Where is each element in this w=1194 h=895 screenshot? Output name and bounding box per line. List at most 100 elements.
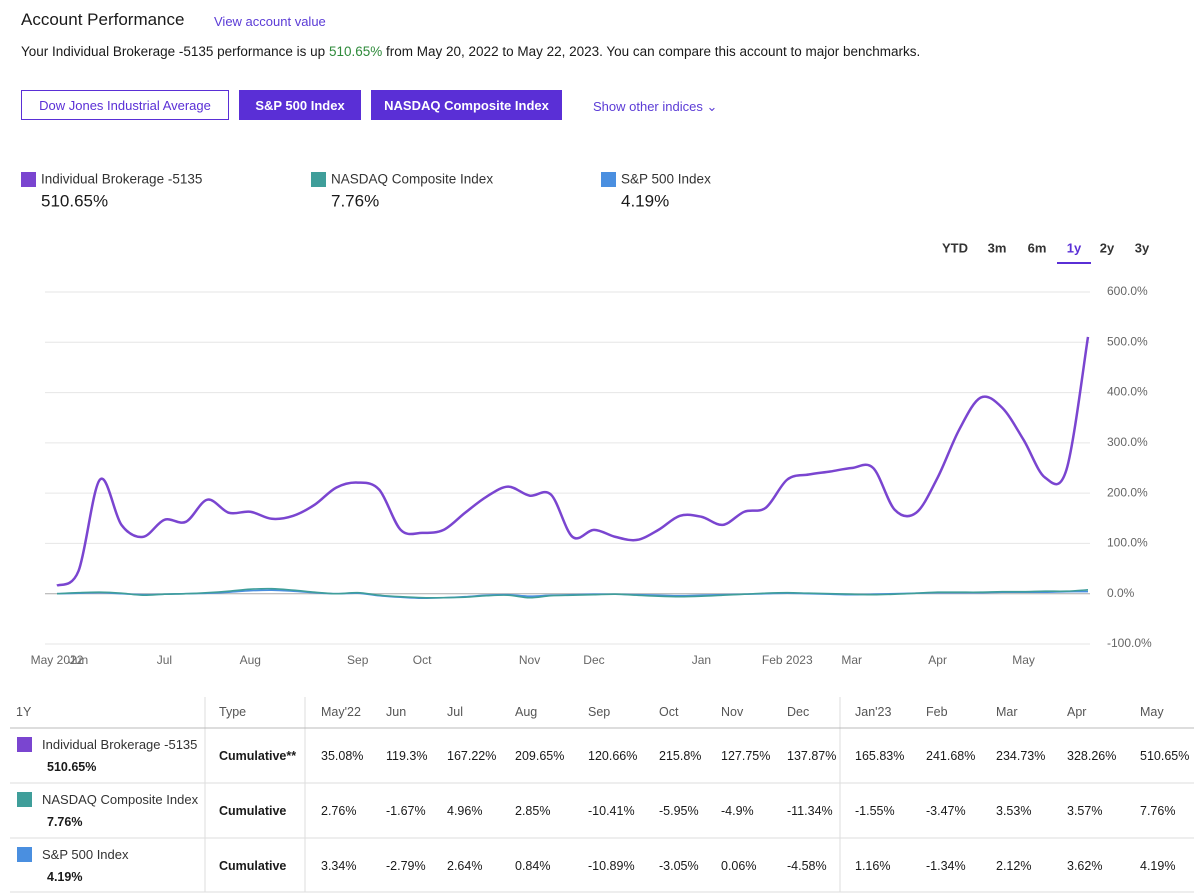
legend-label: NASDAQ Composite Index	[331, 172, 493, 187]
table-header: Feb	[926, 705, 948, 719]
row-total: 510.65%	[47, 760, 97, 774]
y-tick-label: 100.0%	[1107, 536, 1148, 550]
series-line	[56, 587, 1089, 599]
y-tick-label: -100.0%	[1107, 636, 1152, 650]
row-value: 137.87%	[787, 749, 837, 763]
active-tab-underline	[1057, 262, 1091, 264]
row-value: 2.76%	[321, 804, 357, 818]
row-value: 119.3%	[386, 749, 428, 763]
row-value: 127.75%	[721, 749, 771, 763]
legend-swatch	[21, 172, 36, 187]
row-value: 120.66%	[588, 749, 638, 763]
row-value: -4.9%	[721, 804, 754, 818]
series-line	[56, 336, 1090, 587]
row-type: Cumulative	[219, 804, 287, 818]
row-type: Cumulative	[219, 859, 287, 873]
row-type: Cumulative**	[219, 749, 297, 763]
row-value: 1.16%	[855, 859, 891, 873]
row-value: 241.68%	[926, 749, 976, 763]
row-value: -1.67%	[386, 804, 426, 818]
show-other-label: Show other indices	[593, 99, 703, 114]
x-tick-label: May	[1012, 653, 1035, 667]
x-tick-label: Oct	[413, 653, 432, 667]
x-tick-label: Feb 2023	[762, 653, 813, 667]
row-value: 3.34%	[321, 859, 357, 873]
x-tick-label: Jan	[692, 653, 711, 667]
table-header: Oct	[659, 705, 679, 719]
row-value: 215.8%	[659, 749, 702, 763]
page-title: Account Performance	[21, 10, 185, 29]
y-tick-label: 300.0%	[1107, 435, 1148, 449]
row-value: 328.26%	[1067, 749, 1117, 763]
x-tick-label: Jun	[69, 653, 88, 667]
summary-text: Your Individual Brokerage -5135 performa…	[21, 44, 326, 59]
legend-label: Individual Brokerage -5135	[41, 172, 202, 187]
row-value: 165.83%	[855, 749, 905, 763]
table-header: Jun	[386, 705, 407, 719]
table-header: Type	[219, 705, 247, 719]
row-value: 234.73%	[996, 749, 1046, 763]
legend-value: 510.65%	[41, 191, 108, 210]
row-value: -3.05%	[659, 859, 699, 873]
row-value: 35.08%	[321, 749, 364, 763]
row-value: 2.85%	[515, 804, 551, 818]
table-header: Nov	[721, 705, 744, 719]
row-name: NASDAQ Composite Index	[42, 792, 199, 807]
row-value: 4.96%	[447, 804, 483, 818]
row-value: 4.19%	[1140, 859, 1176, 873]
series-line	[56, 589, 1089, 600]
row-value: 3.57%	[1067, 804, 1103, 818]
row-value: -2.79%	[386, 859, 426, 873]
row-value: 2.12%	[996, 859, 1032, 873]
range-tab[interactable]: 3y	[1135, 240, 1150, 255]
range-tab[interactable]: 3m	[988, 240, 1007, 255]
x-tick-label: Sep	[347, 653, 369, 667]
x-tick-label: Dec	[583, 653, 604, 667]
row-name: S&P 500 Index	[42, 847, 129, 862]
row-value: -4.58%	[787, 859, 827, 873]
range-tab[interactable]: 2y	[1100, 240, 1115, 255]
row-value: -1.55%	[855, 804, 895, 818]
y-tick-label: 200.0%	[1107, 485, 1148, 499]
table-header: Aug	[515, 705, 538, 719]
row-value: -3.47%	[926, 804, 966, 818]
show-other-indices[interactable]: Show other indices ⌄	[593, 99, 718, 114]
x-tick-label: Aug	[240, 653, 261, 667]
benchmark-button[interactable]: Dow Jones Industrial Average	[21, 90, 229, 120]
row-total: 7.76%	[47, 815, 83, 829]
y-tick-label: 0.0%	[1107, 586, 1135, 600]
row-value: 7.76%	[1140, 804, 1176, 818]
legend-swatch	[311, 172, 326, 187]
row-value: -5.95%	[659, 804, 699, 818]
table-header: Sep	[588, 705, 611, 719]
row-value: 3.62%	[1067, 859, 1103, 873]
row-value: 167.22%	[447, 749, 497, 763]
range-tab[interactable]: 1y	[1067, 240, 1082, 255]
view-account-link[interactable]: View account value	[214, 14, 326, 29]
y-tick-label: 500.0%	[1107, 334, 1148, 348]
range-tab[interactable]: YTD	[942, 240, 968, 255]
table-header: Dec	[787, 705, 810, 719]
table-header: May	[1140, 705, 1164, 719]
table-header: Mar	[996, 705, 1018, 719]
x-tick-label: Nov	[519, 653, 540, 667]
row-value: 3.53%	[996, 804, 1032, 818]
summary-text: from May 20, 2022 to May 22, 2023. You c…	[386, 44, 921, 59]
row-value: -1.34%	[926, 859, 966, 873]
legend-value: 4.19%	[621, 191, 669, 210]
legend-swatch	[601, 172, 616, 187]
benchmark-button[interactable]: NASDAQ Composite Index	[371, 90, 562, 120]
y-tick-label: 400.0%	[1107, 385, 1148, 399]
x-tick-label: May 2022	[31, 653, 84, 667]
range-tab[interactable]: 6m	[1028, 240, 1047, 255]
row-value: -11.34%	[787, 804, 833, 818]
x-tick-label: Jul	[157, 653, 172, 667]
x-tick-label: Apr	[928, 653, 947, 667]
summary-value: 510.65%	[328, 44, 383, 59]
y-tick-label: 600.0%	[1107, 284, 1148, 298]
table-header: Jul	[447, 705, 463, 719]
row-value: 0.06%	[721, 859, 757, 873]
benchmark-button[interactable]: S&P 500 Index	[239, 90, 361, 120]
